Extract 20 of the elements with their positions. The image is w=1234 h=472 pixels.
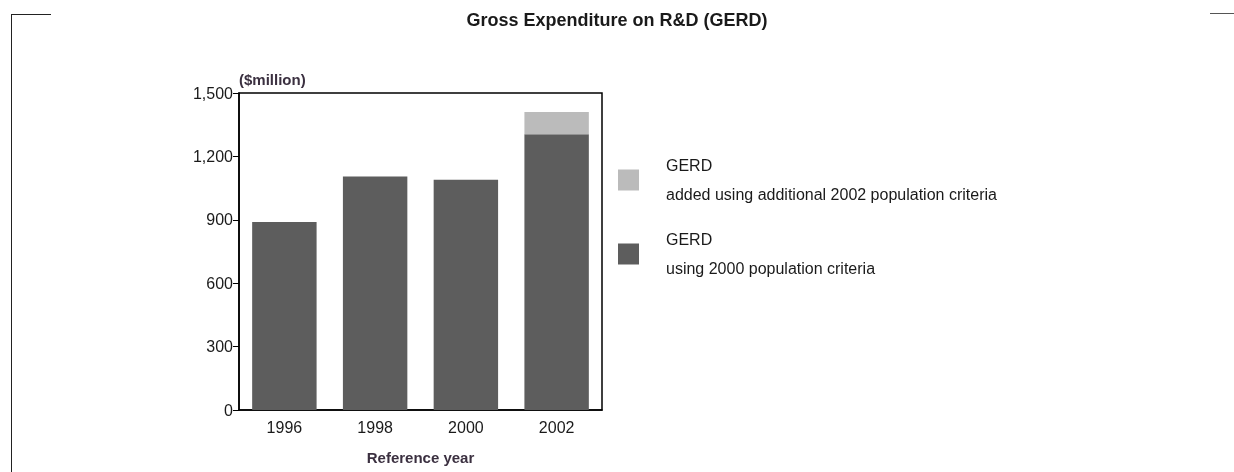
bar: [433, 179, 499, 410]
bar: [252, 221, 317, 410]
y-tick-label: 1,500: [192, 84, 234, 102]
y-tick-label: 300: [206, 338, 234, 356]
x-axis-title: Reference year: [366, 449, 475, 466]
y-tick-label: 0: [224, 401, 234, 419]
bar: [342, 176, 408, 410]
legend-label: GERD using 2000 population criteria: [666, 231, 876, 277]
bar: [524, 134, 589, 410]
x-tick-label: 2002: [538, 418, 575, 436]
y-tick-label: 600: [206, 274, 234, 292]
chart-title: Gross Expenditure on R&D (GERD): [466, 10, 768, 30]
x-tick-label: 2000: [448, 418, 484, 436]
x-tick-label: 1996: [266, 418, 303, 436]
y-axis-title: ($million): [239, 71, 306, 88]
y-tick-label: 900: [206, 211, 234, 229]
x-tick-label: 1998: [357, 418, 394, 436]
y-tick-label: 1,200: [192, 147, 234, 165]
legend-label: GERD added using additional 2002 population criteria: [666, 157, 998, 203]
bar: [524, 112, 589, 135]
